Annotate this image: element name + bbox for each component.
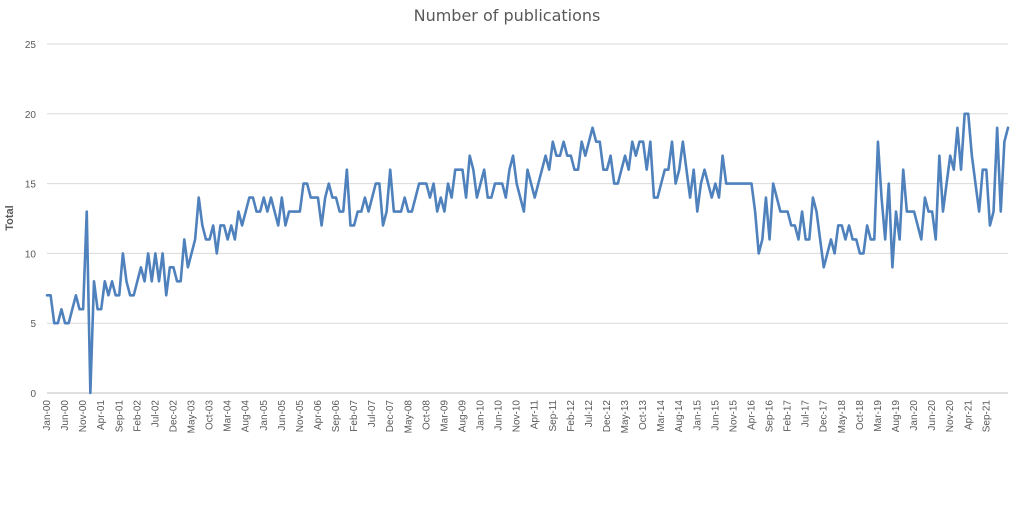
x-tick-label: May-03 [187, 400, 198, 434]
x-tick-label: Aug-14 [674, 400, 685, 433]
x-tick-label: Mar-09 [439, 400, 450, 432]
x-tick-label: Dec-02 [168, 400, 179, 433]
x-tick-label: Nov-00 [78, 400, 89, 433]
x-tick-label: Jun-00 [60, 400, 71, 431]
x-tick-label: Sep-01 [114, 400, 125, 433]
x-tick-label: Mar-19 [873, 400, 884, 432]
x-tick-label: Jan-15 [692, 400, 703, 431]
x-tick-label: Feb-02 [132, 400, 143, 432]
x-tick-label: Apr-01 [96, 400, 107, 430]
x-tick-label: Dec-07 [385, 400, 396, 433]
x-tick-label: Jul-12 [584, 400, 595, 428]
y-tick-labels: 0 5 10 15 20 25 [25, 40, 37, 400]
x-tick-label: Jul-02 [150, 400, 161, 428]
x-tick-label: Sep-11 [548, 400, 559, 432]
x-tick-label: Dec-17 [819, 400, 830, 433]
x-tick-label: Oct-18 [855, 400, 866, 430]
x-tick-label: May-13 [620, 400, 631, 434]
x-tick-label: Aug-09 [457, 400, 468, 433]
x-tick-label: Jun-10 [494, 400, 505, 431]
x-tick-label: Jan-20 [909, 400, 920, 431]
x-tick-label: Nov-15 [728, 400, 739, 433]
y-tick-label: 10 [25, 249, 37, 260]
chart-title: Number of publications [413, 6, 601, 25]
x-tick-label: Jun-05 [277, 400, 288, 431]
x-tick-label: Aug-19 [891, 400, 902, 433]
x-tick-label: Sep-16 [765, 400, 776, 433]
x-tick-label: Jan-00 [42, 400, 53, 431]
x-tick-label: Sep-06 [331, 400, 342, 433]
x-tick-label: Jan-05 [259, 400, 270, 431]
x-tick-label: Jan-10 [476, 400, 487, 431]
x-tick-label: Apr-11 [530, 400, 541, 430]
x-tick-label: Jun-20 [927, 400, 938, 431]
x-tick-label: May-08 [403, 400, 414, 434]
x-tick-label: Oct-08 [421, 400, 432, 430]
x-tick-label: Feb-17 [783, 400, 794, 432]
x-tick-label: Feb-07 [349, 400, 360, 432]
x-tick-label: Mar-04 [223, 400, 234, 432]
x-tick-label: Jul-07 [367, 400, 378, 428]
y-axis-label: Total [4, 205, 16, 230]
y-tick-label: 15 [25, 180, 37, 191]
series-line [45, 112, 1010, 395]
x-tick-label: Nov-20 [945, 400, 956, 433]
x-tick-label: Jul-17 [801, 400, 812, 428]
x-tick-label: May-18 [837, 400, 848, 434]
x-tick-labels: Jan-00 Jun-00 Nov-00 Apr-01 Sep-01 Feb-02 Jul-… [42, 400, 992, 434]
y-tick-label: 0 [30, 389, 36, 400]
x-tick-label: Oct-13 [638, 400, 649, 430]
x-tick-label: Dec-12 [602, 400, 613, 433]
x-tick-label: Sep-21 [981, 400, 992, 433]
y-tick-label: 25 [25, 40, 37, 51]
x-tick-label: Apr-21 [963, 400, 974, 430]
x-tick-label: Apr-06 [313, 400, 324, 430]
x-tick-label: Apr-16 [746, 400, 757, 430]
x-tick-label: Jun-15 [710, 400, 721, 431]
x-tick-label: Nov-05 [295, 400, 306, 433]
x-tick-label: Oct-03 [205, 400, 216, 430]
y-tick-label: 5 [30, 319, 36, 330]
x-tick-label: Mar-14 [656, 400, 667, 432]
series-line-layer [45, 112, 1010, 395]
gridlines [47, 43, 1008, 394]
x-tick-label: Nov-10 [512, 400, 523, 433]
x-tick-label: Aug-04 [241, 400, 252, 433]
x-tick-label: Feb-12 [566, 400, 577, 432]
y-tick-label: 20 [25, 110, 37, 121]
